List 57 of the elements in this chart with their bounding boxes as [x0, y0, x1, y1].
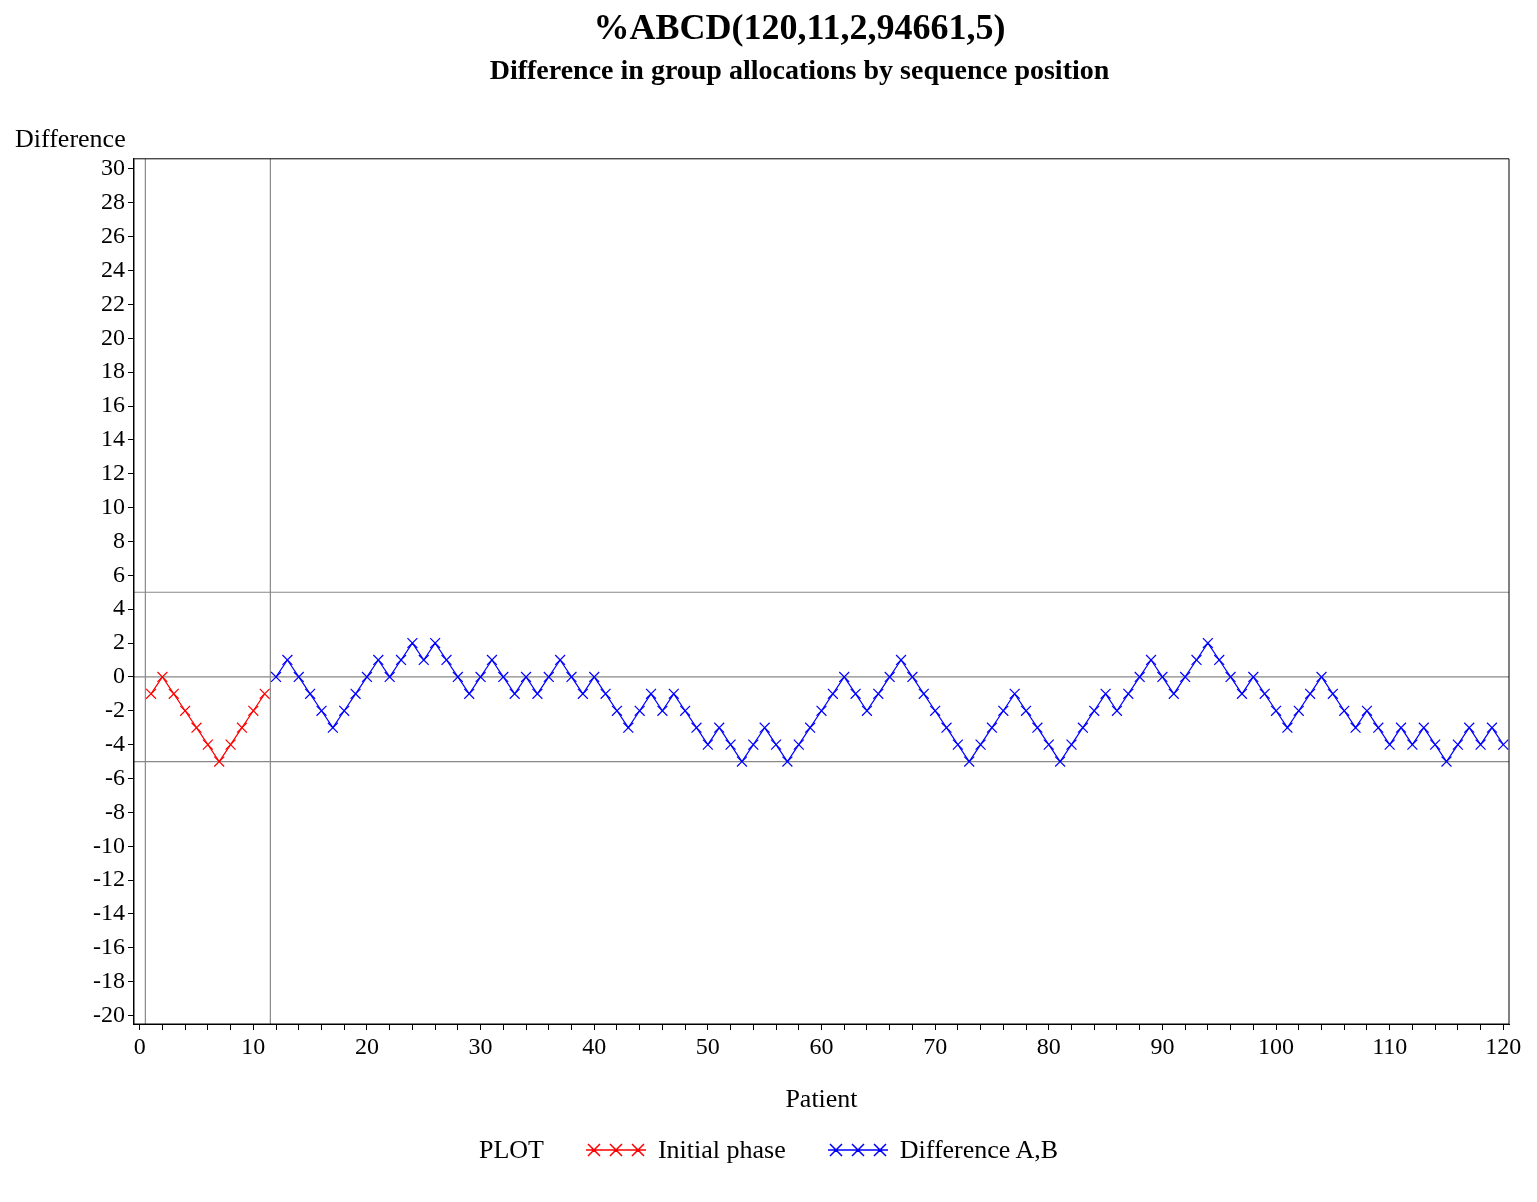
y-tick-label: 26 [100, 221, 125, 248]
y-tick-label: 6 [112, 560, 125, 587]
y-tick-label: 24 [100, 255, 125, 282]
x-tick-label: 20 [354, 1032, 379, 1059]
y-tick-label: 0 [112, 662, 125, 689]
y-tick-label: 28 [100, 188, 125, 215]
point [236, 722, 248, 734]
x-axis-title: Patient [785, 1084, 859, 1114]
y-tick-label: -14 [92, 899, 125, 926]
point [145, 688, 157, 700]
y-tick-label: -8 [104, 797, 125, 824]
x-tick-label: 10 [241, 1032, 266, 1059]
point [168, 688, 180, 700]
y-axis-title: Difference [15, 123, 126, 153]
y-tick-label: -2 [104, 696, 125, 723]
y-tick-label: 2 [112, 628, 125, 655]
x-tick-label: 50 [695, 1032, 720, 1059]
point [213, 756, 225, 768]
y-tick-label: 10 [100, 492, 125, 519]
x-tick-label: 80 [1036, 1032, 1061, 1059]
legend-label: Initial phase [657, 1135, 786, 1165]
y-tick-label: 20 [100, 323, 125, 350]
x-tick-label: 0 [133, 1032, 146, 1059]
y-tick-label: -16 [92, 933, 125, 960]
y-tick-label: -18 [92, 966, 125, 993]
point [202, 739, 214, 751]
y-tick-label: 12 [100, 459, 125, 486]
x-tick-label: 70 [923, 1032, 948, 1059]
point [225, 739, 237, 751]
x-tick-label: 100 [1258, 1032, 1295, 1059]
point [247, 705, 259, 717]
legend-title: PLOT [478, 1135, 544, 1165]
point [259, 688, 271, 700]
x-tick-label: 90 [1150, 1032, 1175, 1059]
y-tick-label: -20 [92, 1000, 125, 1027]
x-tick-label: 60 [809, 1032, 834, 1059]
y-tick-label: 8 [112, 526, 125, 553]
y-tick-label: 22 [100, 289, 125, 316]
y-tick-label: 18 [100, 357, 125, 384]
y-tick-label: 16 [100, 391, 125, 418]
y-tick-label: 4 [112, 594, 125, 621]
x-tick-label: 110 [1372, 1032, 1408, 1059]
legend-label: Difference A,B [899, 1135, 1059, 1165]
y-tick-label: -4 [104, 729, 125, 756]
x-tick-label: 120 [1485, 1032, 1522, 1059]
x-tick-label: 30 [468, 1032, 493, 1059]
x-tick-label: 40 [582, 1032, 607, 1059]
point [179, 705, 191, 717]
y-tick-label: 14 [100, 425, 125, 452]
point [190, 722, 203, 734]
point [156, 671, 168, 683]
y-tick-label: -6 [104, 763, 125, 790]
chart-subtitle: Difference in group allocations by sequence position [489, 54, 1110, 86]
y-tick-label: -10 [92, 831, 125, 858]
y-tick-label: 30 [100, 154, 125, 181]
chart-title: %ABCD(120,11,2,94661,5) [593, 6, 1006, 47]
y-tick-label: -12 [92, 865, 125, 892]
